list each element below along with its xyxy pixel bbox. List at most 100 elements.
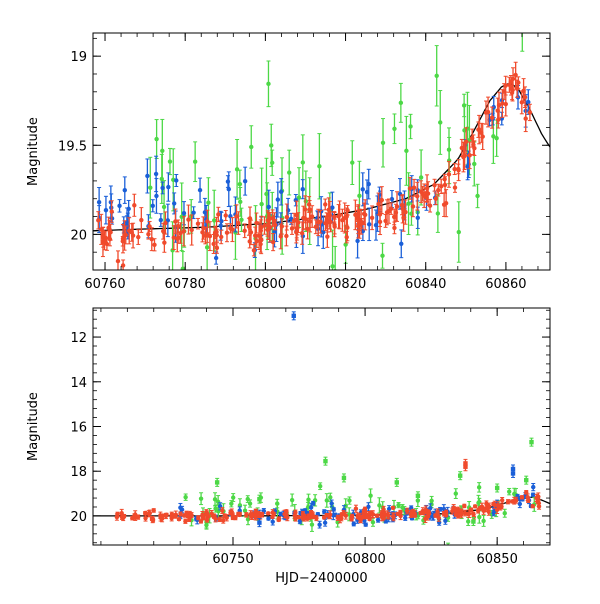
bottom-data-point	[143, 510, 148, 516]
top-data-point	[181, 216, 186, 247]
top-x-tick-label: 60860	[485, 277, 526, 292]
top-data-point	[373, 209, 379, 241]
bottom-series-red	[114, 490, 542, 524]
top-data-point	[148, 156, 153, 219]
bottom-data-point	[247, 499, 253, 508]
top-data-point	[411, 178, 417, 197]
bottom-data-point	[255, 510, 261, 517]
top-data-point	[350, 140, 355, 185]
top-data-point	[379, 186, 384, 215]
top-data-point	[446, 160, 452, 188]
top-data-point	[463, 127, 469, 157]
top-data-point	[284, 203, 290, 231]
bottom-data-point	[250, 511, 255, 520]
top-data-point	[96, 211, 101, 230]
bottom-data-point	[322, 518, 328, 527]
bottom-outlier-point	[394, 477, 399, 487]
top-data-point	[520, 33, 525, 52]
top-data-point	[107, 231, 113, 247]
top-data-point	[269, 123, 274, 168]
top-data-point	[494, 119, 499, 157]
top-data-point	[467, 141, 472, 170]
bottom-data-point	[176, 516, 182, 522]
top-data-point	[392, 221, 397, 235]
top-data-point	[224, 223, 230, 243]
top-data-point	[316, 208, 321, 237]
top-data-point	[132, 193, 137, 217]
bottom-data-point	[367, 510, 373, 516]
top-axes: 60760 60780 60800 60820 60840 60860 19 19.5 20	[58, 33, 550, 292]
bottom-data-point	[375, 517, 381, 523]
top-data-point	[226, 171, 231, 208]
top-data-point	[438, 90, 443, 155]
top-data-point	[436, 183, 441, 197]
top-data-point	[523, 105, 528, 133]
bottom-data-point	[412, 510, 417, 517]
top-data-point	[360, 172, 365, 207]
top-data-point	[145, 158, 150, 194]
bottom-data-point	[466, 516, 471, 526]
bottom-data-point	[475, 507, 481, 514]
bottom-data-point	[366, 502, 371, 512]
top-data-point	[415, 181, 420, 211]
top-data-point	[398, 82, 404, 123]
bottom-x-tick-label: 60850	[476, 552, 517, 567]
top-data-point	[160, 181, 165, 195]
top-data-point	[406, 172, 411, 236]
bottom-plot-area	[93, 311, 550, 545]
bottom-data-point	[530, 492, 536, 497]
top-data-point	[225, 175, 231, 188]
bottom-data-point	[276, 517, 281, 523]
top-y-axis-title: Magnitude	[26, 117, 41, 186]
bottom-data-point	[310, 500, 316, 506]
top-data-point	[262, 216, 267, 235]
top-data-point	[242, 166, 248, 196]
bottom-data-point	[525, 493, 530, 501]
top-data-point	[154, 119, 159, 160]
bottom-data-point	[114, 513, 120, 521]
top-data-point	[147, 220, 152, 232]
bottom-data-point	[491, 509, 496, 517]
top-data-point	[452, 182, 458, 193]
bottom-data-point	[368, 488, 373, 503]
bottom-data-point	[337, 514, 343, 524]
top-data-point	[171, 225, 177, 251]
top-data-point	[513, 61, 518, 89]
bottom-outlier-point	[471, 517, 476, 527]
top-data-point	[123, 225, 128, 245]
bottom-data-point	[361, 509, 367, 515]
top-data-point	[407, 177, 413, 200]
top-data-point	[150, 199, 155, 213]
bottom-data-point	[209, 510, 214, 518]
bottom-data-point	[231, 493, 236, 502]
top-data-point	[433, 192, 439, 206]
bottom-x-tick-label: 60750	[212, 552, 253, 567]
top-data-point	[167, 147, 173, 176]
bottom-data-point	[270, 517, 275, 526]
bottom-data-point	[396, 502, 401, 509]
top-data-point	[266, 60, 271, 108]
top-data-point	[386, 198, 392, 224]
top-data-point	[353, 199, 358, 231]
top-data-point	[294, 218, 299, 239]
bottom-data-point	[228, 509, 233, 516]
bottom-data-point	[245, 495, 250, 503]
bottom-data-point	[351, 521, 356, 527]
bottom-data-point	[353, 504, 359, 513]
top-data-point	[521, 78, 526, 104]
bottom-outlier-point	[494, 483, 500, 493]
bottom-data-point	[468, 507, 474, 513]
top-data-point	[249, 125, 254, 169]
bottom-data-point	[324, 493, 330, 508]
bottom-data-point	[244, 512, 249, 518]
top-data-point	[345, 214, 350, 242]
bottom-data-point	[377, 497, 382, 514]
bottom-data-point	[491, 501, 496, 507]
bottom-data-point	[462, 509, 468, 517]
top-data-point	[120, 223, 126, 254]
top-data-point	[325, 225, 330, 248]
bottom-data-point	[212, 492, 218, 507]
bottom-data-point	[506, 487, 512, 496]
top-data-point	[219, 229, 224, 245]
top-x-tick-label: 60760	[84, 277, 125, 292]
